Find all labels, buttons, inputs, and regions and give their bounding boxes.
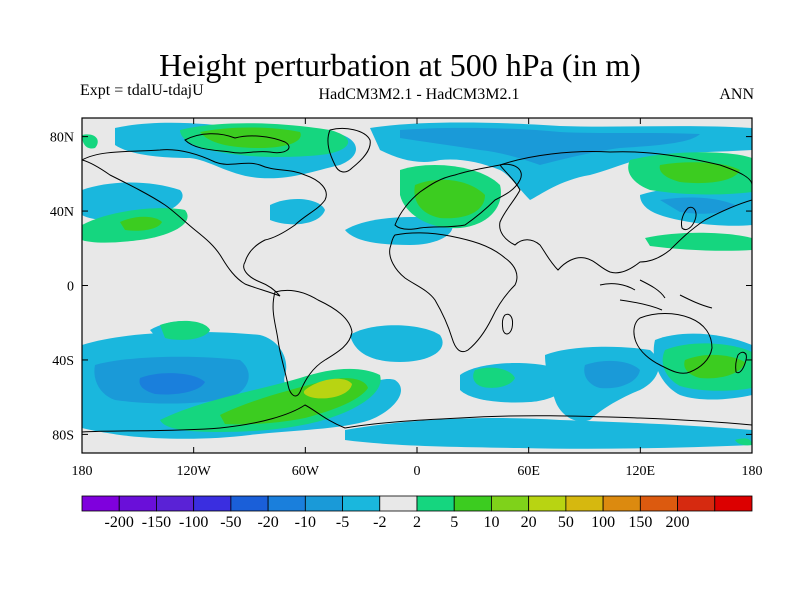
coast-europe [394, 163, 522, 230]
contour-region [684, 354, 745, 379]
colorbar-swatch [565, 495, 604, 512]
colorbar-label: -200 [105, 514, 134, 531]
colorbar-swatch [81, 495, 120, 512]
contour-region [345, 217, 453, 245]
lat-tick-label: 40N [50, 205, 74, 220]
colorbar-label: 20 [521, 514, 537, 531]
colorbar-swatch [714, 495, 753, 512]
plot-title: Height perturbation at 500 hPa (in m) [159, 47, 641, 83]
colorbar-label: -20 [257, 514, 278, 531]
colorbar-label: 50 [558, 514, 574, 531]
colorbar-swatch [528, 495, 567, 512]
colorbar-swatch [118, 495, 157, 512]
contour-region [345, 418, 752, 449]
colorbar-label: -50 [220, 514, 241, 531]
coast-asia [499, 151, 752, 274]
colorbar-label: 2 [413, 514, 421, 531]
lon-tick-label: 120W [177, 464, 212, 479]
colorbar: -200 -150 -100 -50 -20 -10 -5 -2 2 5 10 20 50 100 150 2… [81, 495, 753, 531]
contour-region [82, 134, 98, 149]
contour-region [660, 197, 735, 214]
colorbar-swatch [193, 495, 232, 512]
coast-africa [389, 232, 518, 353]
map-area: 180 120W 60W 0 60E 120E 180 80N 40N 0 40S 80S [50, 117, 763, 479]
colorbar-swatch [304, 495, 343, 512]
lon-tick-label: 180 [72, 464, 93, 479]
contour-layer [82, 122, 752, 449]
coast-north-america [82, 149, 327, 297]
contour-region [414, 179, 485, 219]
contour-region [200, 127, 301, 148]
colorbar-swatch [453, 495, 492, 512]
contour-region [160, 320, 210, 340]
colorbar-label: -5 [336, 514, 349, 531]
contour-region [584, 360, 640, 389]
colorbar-label: -100 [179, 514, 208, 531]
coastlines [82, 127, 752, 433]
lon-tick-label: 180 [742, 464, 763, 479]
coast-new-zealand [735, 351, 747, 374]
colorbar-swatch [416, 495, 455, 512]
contour-region [139, 373, 205, 395]
models-label: HadCM3M2.1 - HadCM3M2.1 [318, 86, 520, 103]
experiment-label: Expt = tdalU-tdajU [80, 82, 204, 99]
colorbar-label: 200 [666, 514, 690, 531]
contour-region [303, 378, 352, 399]
contour-region [645, 232, 752, 251]
coast-japan [681, 206, 697, 231]
colorbar-label: -2 [373, 514, 386, 531]
lat-tick-label: 80S [52, 428, 74, 443]
coast-australia [633, 313, 713, 374]
coast-south-america [272, 289, 353, 397]
colorbar-label: 10 [483, 514, 499, 531]
coast-arctic-islands [184, 133, 290, 154]
lat-tick-label: 0 [67, 280, 74, 295]
colorbar-label: 100 [591, 514, 615, 531]
colorbar-swatch [267, 495, 306, 512]
contour-region [659, 162, 740, 184]
colorbar-label: -150 [142, 514, 171, 531]
contour-region [473, 367, 515, 388]
contour-region [270, 198, 325, 225]
colorbar-swatch [379, 495, 418, 512]
colorbar-swatch [677, 495, 716, 512]
colorbar-swatch [230, 495, 269, 512]
contour-region [350, 325, 443, 362]
colorbar-swatch [639, 495, 678, 512]
contour-region [400, 127, 700, 165]
axis-ticks: 180 120W 60W 0 60E 120E 180 80N 40N 0 40S 80S [50, 118, 763, 479]
coast-maritime-continent [599, 279, 713, 311]
lat-tick-label: 40S [52, 354, 74, 369]
lon-tick-label: 0 [414, 464, 421, 479]
colorbar-swatch [491, 495, 530, 512]
coast-antarctica [82, 404, 752, 433]
colorbar-swatch [602, 495, 641, 512]
colorbar-swatch [156, 495, 195, 512]
lat-tick-label: 80N [50, 131, 74, 146]
contour-region [120, 216, 162, 231]
colorbar-label: 5 [450, 514, 458, 531]
lon-tick-label: 60E [517, 464, 540, 479]
lon-tick-label: 120E [626, 464, 656, 479]
coast-madagascar [501, 313, 513, 335]
season-label: ANN [719, 86, 754, 103]
coast-greenland [327, 127, 371, 173]
colorbar-swatch [342, 495, 381, 512]
contour-region [735, 438, 752, 446]
colorbar-label: -10 [295, 514, 316, 531]
lon-tick-label: 60W [292, 464, 320, 479]
colorbar-label: 150 [628, 514, 652, 531]
